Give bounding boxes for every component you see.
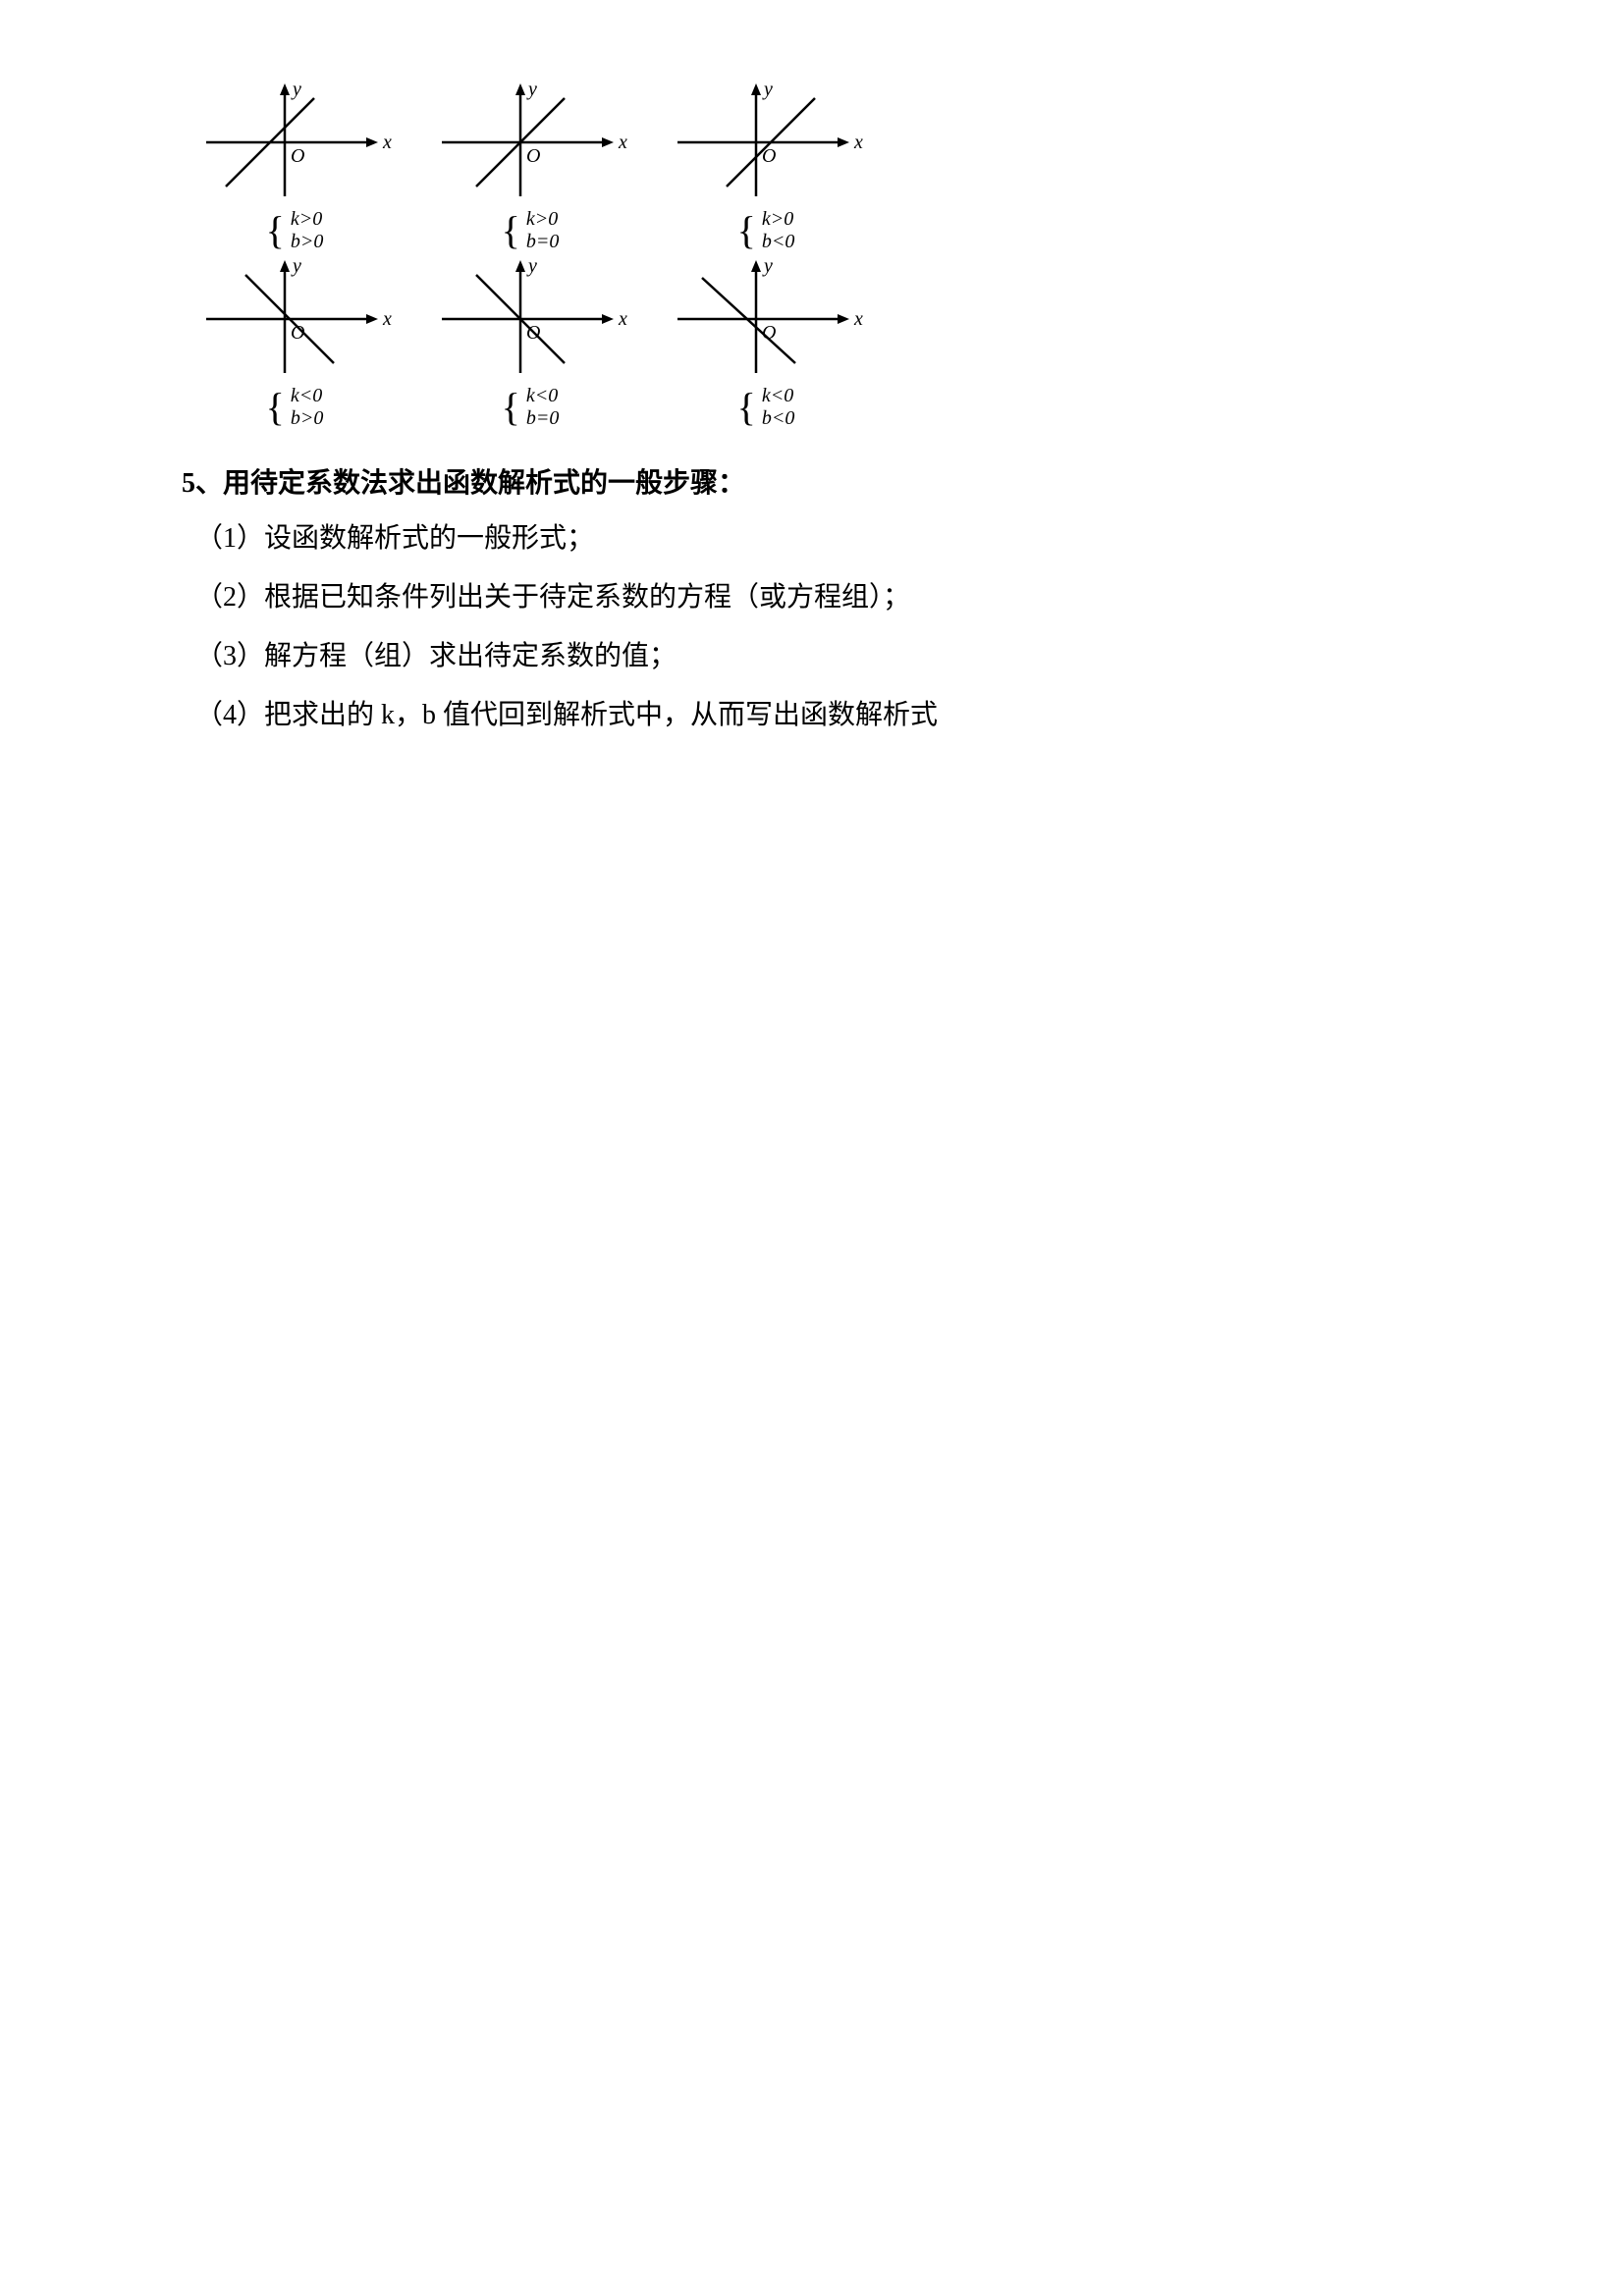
svg-text:y: y bbox=[291, 79, 301, 100]
svg-text:O: O bbox=[291, 322, 304, 344]
chart-condition: { k>0 b>0 bbox=[266, 208, 324, 253]
svg-text:x: x bbox=[618, 132, 627, 153]
svg-text:O: O bbox=[762, 145, 776, 167]
svg-text:y: y bbox=[526, 79, 537, 100]
chart-svg: x y O bbox=[432, 79, 628, 206]
chart-cell: x y O { k>0 b=0 bbox=[432, 79, 628, 255]
chart-cell: x y O { k<0 b>0 bbox=[196, 255, 393, 432]
svg-text:O: O bbox=[526, 322, 540, 344]
chart-condition: { k>0 b<0 bbox=[737, 208, 795, 253]
svg-text:x: x bbox=[382, 132, 392, 153]
step-item: （1）设函数解析式的一般形式； bbox=[182, 518, 1442, 560]
svg-text:x: x bbox=[853, 308, 863, 330]
condition-b: b>0 bbox=[291, 231, 324, 253]
condition-b: b<0 bbox=[762, 231, 795, 253]
svg-text:y: y bbox=[762, 255, 773, 277]
svg-text:O: O bbox=[762, 322, 776, 344]
chart-svg: x y O bbox=[668, 255, 864, 383]
brace-icon: { bbox=[737, 215, 756, 246]
chart-cell: x y O { k>0 b>0 bbox=[196, 79, 393, 255]
condition-k: k>0 bbox=[526, 208, 560, 231]
chart-svg: x y O bbox=[668, 79, 864, 206]
svg-text:y: y bbox=[762, 79, 773, 100]
svg-text:x: x bbox=[618, 308, 627, 330]
chart-condition: { k<0 b=0 bbox=[502, 385, 560, 430]
svg-text:O: O bbox=[291, 145, 304, 167]
brace-icon: { bbox=[266, 215, 285, 246]
chart-cell: x y O { k<0 b=0 bbox=[432, 255, 628, 432]
chart-condition: { k<0 b<0 bbox=[737, 385, 795, 430]
svg-text:y: y bbox=[291, 255, 301, 277]
linear-function-charts: x y O { k>0 b>0 x y O { k>0 bbox=[196, 79, 1442, 432]
svg-text:x: x bbox=[853, 132, 863, 153]
svg-text:y: y bbox=[526, 255, 537, 277]
brace-icon: { bbox=[502, 215, 520, 246]
chart-svg: x y O bbox=[196, 79, 393, 206]
condition-k: k>0 bbox=[291, 208, 324, 231]
chart-condition: { k<0 b>0 bbox=[266, 385, 324, 430]
chart-svg: x y O bbox=[432, 255, 628, 383]
chart-row: x y O { k>0 b>0 x y O { k>0 bbox=[196, 79, 1442, 255]
condition-b: b<0 bbox=[762, 407, 795, 430]
condition-b: b>0 bbox=[291, 407, 324, 430]
brace-icon: { bbox=[502, 392, 520, 423]
chart-cell: x y O { k>0 b<0 bbox=[668, 79, 864, 255]
condition-k: k<0 bbox=[291, 385, 324, 407]
chart-row: x y O { k<0 b>0 x y O { k<0 bbox=[196, 255, 1442, 432]
section-heading: 5、用待定系数法求出函数解析式的一般步骤： bbox=[182, 461, 1442, 501]
svg-text:O: O bbox=[526, 145, 540, 167]
chart-condition: { k>0 b=0 bbox=[502, 208, 560, 253]
condition-k: k<0 bbox=[526, 385, 560, 407]
condition-b: b=0 bbox=[526, 231, 560, 253]
chart-svg: x y O bbox=[196, 255, 393, 383]
brace-icon: { bbox=[266, 392, 285, 423]
step-item: （3）解方程（组）求出待定系数的值； bbox=[182, 636, 1442, 677]
condition-b: b=0 bbox=[526, 407, 560, 430]
brace-icon: { bbox=[737, 392, 756, 423]
condition-k: k>0 bbox=[762, 208, 795, 231]
condition-k: k<0 bbox=[762, 385, 795, 407]
step-item: （4）把求出的 k，b 值代回到解析式中，从而写出函数解析式 bbox=[182, 695, 1442, 736]
chart-cell: x y O { k<0 b<0 bbox=[668, 255, 864, 432]
step-item: （2）根据已知条件列出关于待定系数的方程（或方程组）； bbox=[182, 577, 1442, 618]
svg-text:x: x bbox=[382, 308, 392, 330]
